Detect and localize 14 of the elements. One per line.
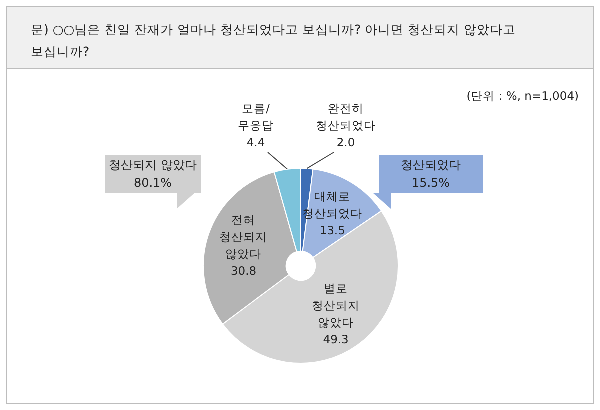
slice-label: 전혀 청산되지 않았다	[220, 213, 268, 262]
data-label: 30.8	[230, 264, 257, 278]
data-label: 49.3	[323, 332, 349, 347]
text: 청산되었다 15.5%	[379, 155, 483, 193]
data-label: 4.4	[246, 135, 266, 150]
chart-title: 문) ○○님은 친일 잔재가 얼마나 청산되었다고 보십니까? 아니면 청산되지 않았다고 보십니까?	[7, 7, 593, 69]
text: 청산되지 않았다 80.1%	[105, 155, 201, 193]
data-label: 2.0	[336, 135, 356, 150]
text: (단위 : %, n=1,004)	[466, 89, 579, 104]
data-label: 13.5	[320, 223, 346, 238]
slice-label: 모름/무응답	[238, 101, 274, 132]
legend-label: 대체로 청산되었다	[302, 189, 363, 220]
slice-label: 별로 청산되지 않았다	[312, 282, 360, 330]
slice-label: 완전히 청산되었다	[316, 101, 376, 132]
